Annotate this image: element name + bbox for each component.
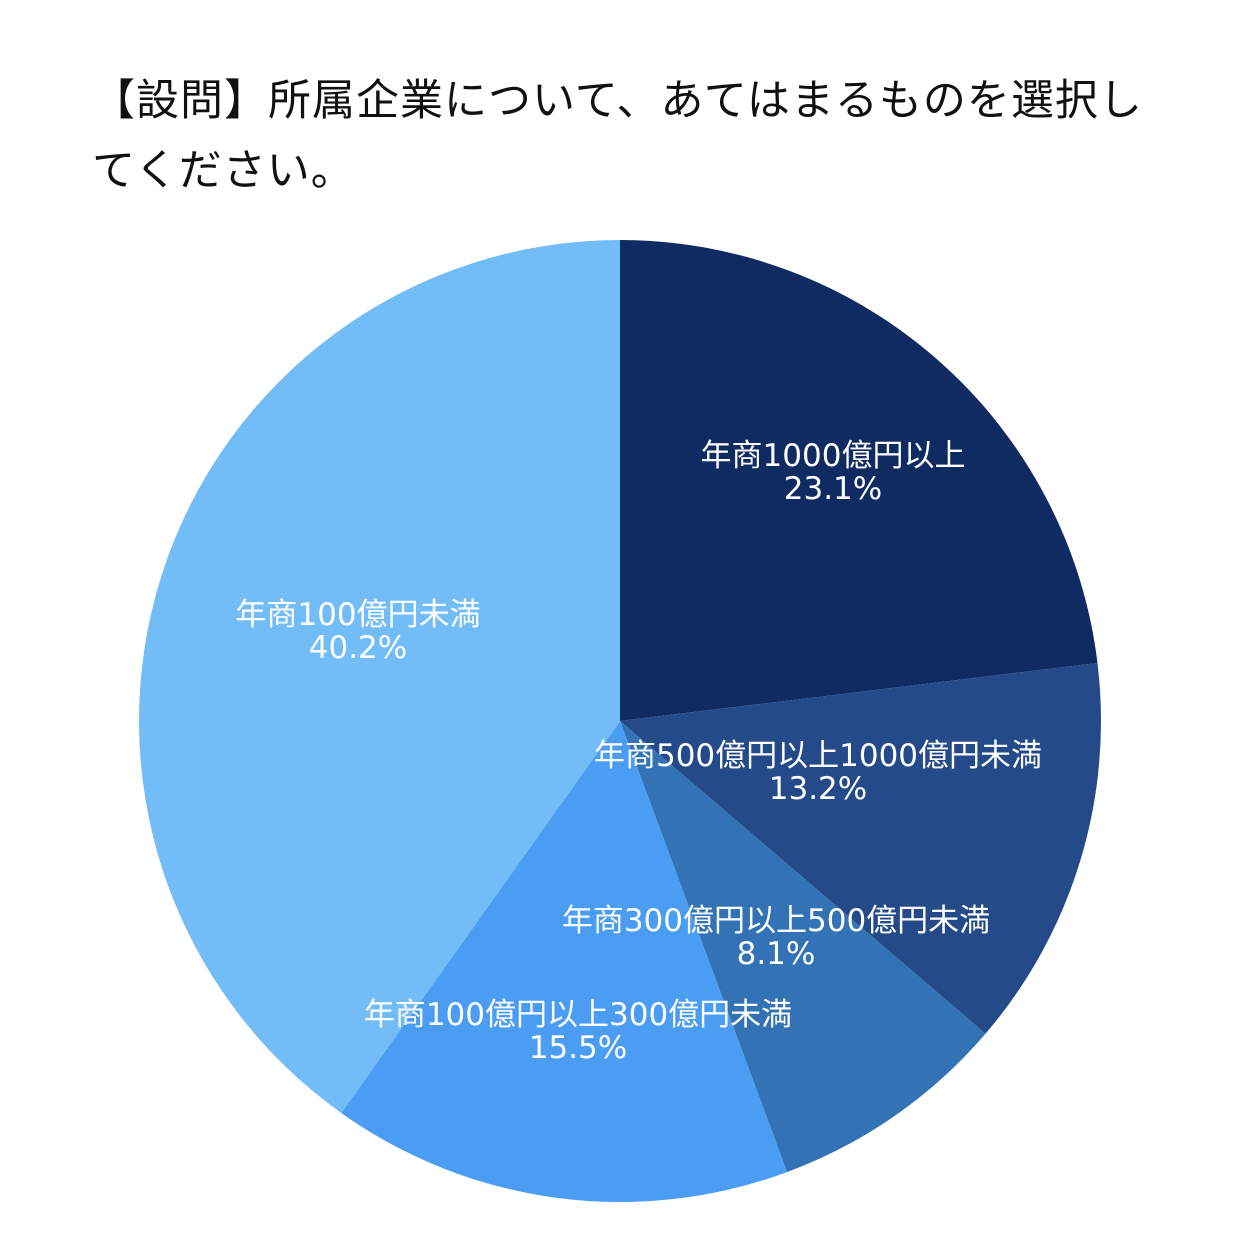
chart-title: 【設問】所属企業について、あてはまるものを選択してください。 (92, 76, 1143, 196)
slice-value-label: 8.1% (737, 936, 816, 972)
slice-category-label: 年商100億円以上300億円未満 (364, 997, 792, 1033)
pie-slice (341, 721, 788, 1203)
slice-category-label: 年商500億円以上1000億円未満 (594, 738, 1042, 774)
slice-category-label: 年商300億円以上500億円未満 (562, 903, 990, 939)
slice-category-label: 年商100億円未満 (235, 597, 480, 633)
slice-value-label: 15.5% (529, 1030, 627, 1066)
slice-category-label: 年商1000億円以上 (701, 438, 966, 474)
slice-value-label: 40.2% (309, 630, 407, 666)
pie-slice (620, 663, 1101, 1034)
pie-slice (138, 240, 620, 1113)
slice-value-label: 13.2% (769, 771, 867, 807)
slice-value-label: 23.1% (784, 471, 882, 507)
pie-slices (138, 240, 1101, 1203)
pie-slice (620, 240, 1098, 721)
pie-slice (620, 721, 986, 1173)
